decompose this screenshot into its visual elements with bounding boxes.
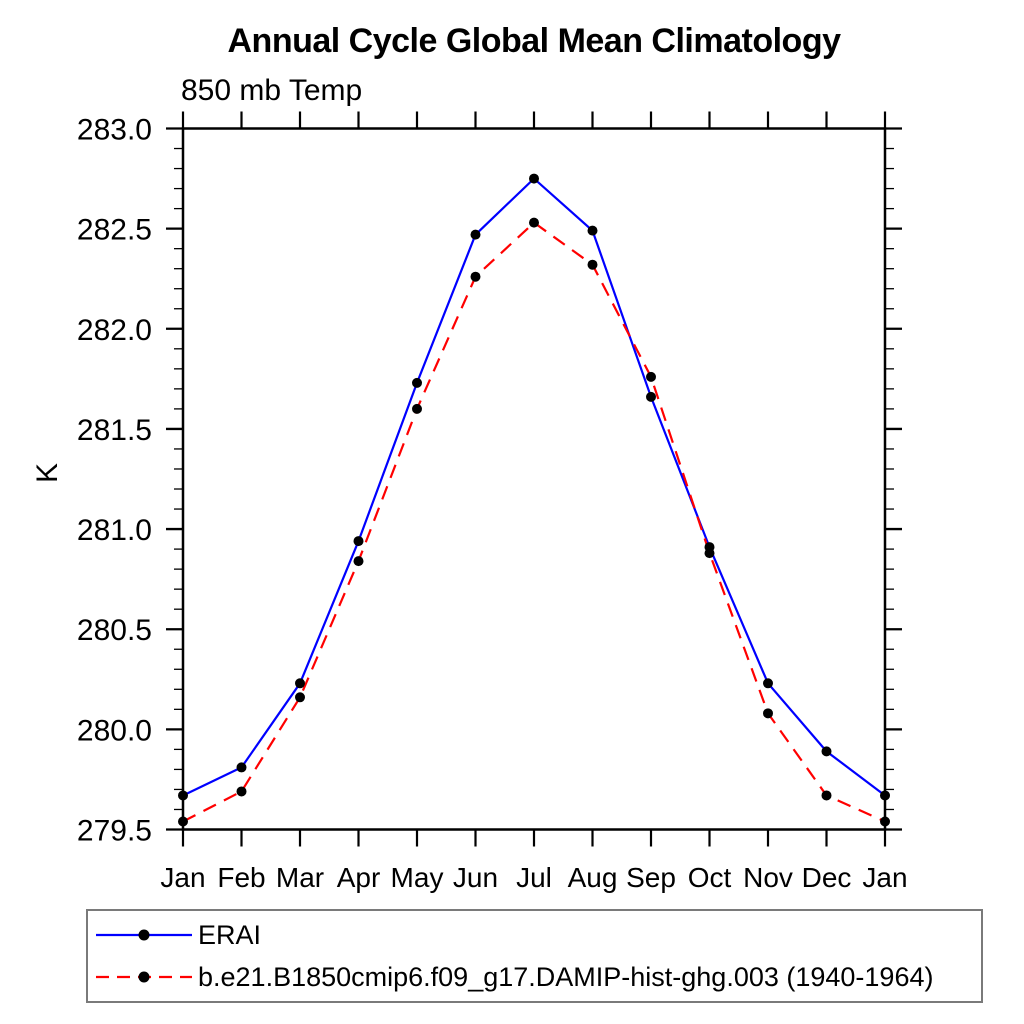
chart-subtitle: 850 mb Temp	[181, 74, 362, 107]
y-axis-minor-ticks	[174, 147, 894, 811]
x-axis-ticks	[181, 111, 887, 847]
x-tick-label: Jul	[516, 862, 552, 893]
y-tick-label: 281.5	[77, 414, 152, 447]
x-tick-label: Dec	[802, 862, 852, 893]
y-tick-label: 281.0	[77, 514, 152, 547]
y-tick-label: 280.5	[77, 614, 152, 647]
x-tick-label: Jan	[862, 862, 907, 893]
model-dashed-line-swatch	[96, 971, 192, 983]
y-tick-label: 283.0	[77, 114, 152, 147]
plot-border	[181, 127, 887, 831]
axes: 279.5 280.0 280.5 281.0 281.5 282.0 282.5 283.0…	[77, 111, 908, 893]
erai-line-swatch	[96, 929, 192, 941]
y-tick-label: 282.0	[77, 314, 152, 347]
y-tick-label: 280.0	[77, 714, 152, 747]
x-tick-label: Apr	[337, 862, 381, 893]
x-tick-label: Mar	[276, 862, 324, 893]
x-tick-label: Jun	[453, 862, 498, 893]
x-tick-label: Aug	[568, 862, 618, 893]
x-tick-label: May	[391, 862, 444, 893]
y-tick-label: 279.5	[77, 815, 152, 848]
y-axis-label: K	[31, 463, 64, 483]
legend: ERAI b.e21.B1850cmip6.f09_g17.DAMIP-hist…	[86, 909, 983, 1003]
x-tick-label: Feb	[217, 862, 265, 893]
legend-item-erai: ERAI	[93, 914, 981, 956]
x-tick-label: Oct	[688, 862, 732, 893]
series-markers-0	[178, 173, 890, 801]
legend-label-model: b.e21.B1850cmip6.f09_g17.DAMIP-hist-ghg.…	[198, 961, 934, 992]
series-markers-1	[178, 217, 890, 827]
data-series	[178, 173, 890, 827]
x-tick-label: Nov	[743, 862, 793, 893]
y-axis-major-ticks	[166, 127, 902, 831]
legend-label-erai: ERAI	[198, 919, 262, 950]
chart-title: Annual Cycle Global Mean Climatology	[228, 22, 842, 60]
x-tick-label: Jan	[160, 862, 205, 893]
series-line-0	[182, 177, 886, 797]
x-tick-label: Sep	[626, 862, 676, 893]
legend-item-model: b.e21.B1850cmip6.f09_g17.DAMIP-hist-ghg.…	[93, 956, 981, 998]
series-line-1	[182, 221, 886, 823]
y-tick-label: 282.5	[77, 214, 152, 247]
